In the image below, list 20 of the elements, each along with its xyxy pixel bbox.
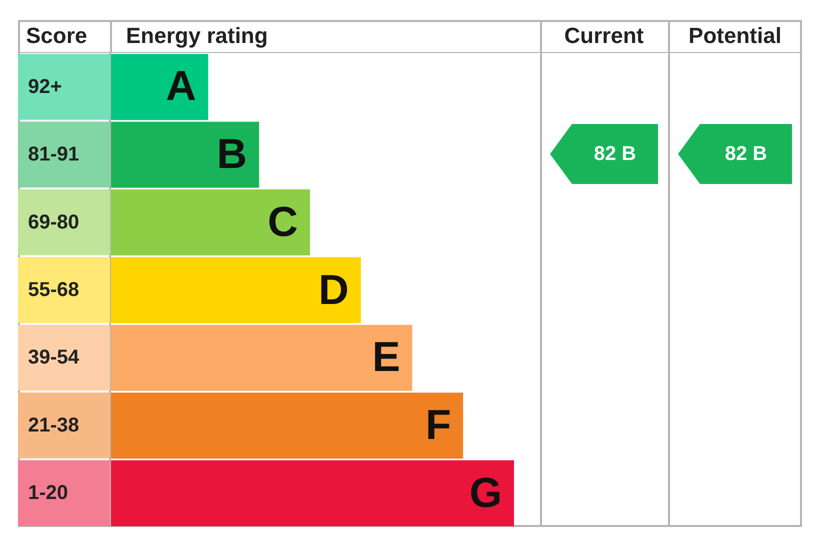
annotation: C xyxy=(268,196,298,247)
annotation: B xyxy=(216,128,248,179)
y-tick-label: 69-80 xyxy=(28,211,80,234)
annotation: D xyxy=(318,264,349,314)
y-tick-label: 21-38 xyxy=(28,414,80,436)
arrow-tag: 82 B xyxy=(678,124,792,184)
text: Potential xyxy=(688,22,782,50)
y-tick-label: 55-68 xyxy=(28,279,80,301)
y-tick-label: 1-20 xyxy=(28,482,68,504)
x-axis-title: Energy rating xyxy=(126,22,268,50)
text: Current xyxy=(563,22,645,50)
annotation: F xyxy=(425,400,452,450)
annotation: G xyxy=(469,468,502,518)
y-tick-label: 92+ xyxy=(28,76,62,98)
annotation: E xyxy=(372,332,400,382)
y-axis-title: Score xyxy=(26,22,88,50)
y-tick-label: 39-54 xyxy=(28,346,80,369)
y-tick-label: 81-91 xyxy=(28,144,80,166)
annotation: A xyxy=(166,60,196,111)
arrow-tag: 82 B xyxy=(550,124,658,184)
